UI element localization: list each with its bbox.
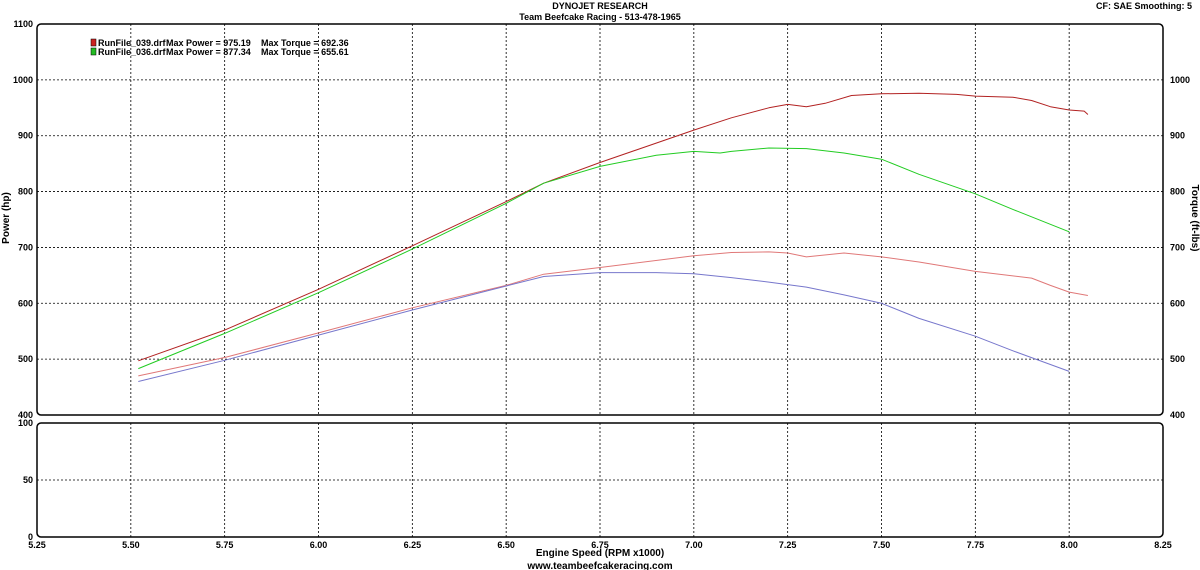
main-y-tick-labels: 400 500 600 700 800 900 1000 1100 [13,19,33,420]
x-tick-label: 7.25 [779,540,797,550]
x-tick-label: 7.75 [967,540,985,550]
y-tick-label: 900 [18,131,33,141]
legend-item-run036: RunFile_036.drf Max Power = 877.34 Max T… [90,47,349,57]
y-tick-label: 1000 [13,75,33,85]
main-panel-grid [37,24,1163,415]
legend-max-power-run039: Max Power = 975.19 [166,38,251,48]
torque-curve-runfile-039 [138,251,1088,377]
lower-y-tick-labels: 0 50 100 [18,418,33,542]
x-tick-label: 8.00 [1060,540,1078,550]
x-axis-label: Engine Speed (RPM x1000) [536,548,664,559]
legend-max-torque-run036: Max Torque = 655.61 [261,47,349,57]
x-tick-labels: 5.25 5.50 5.75 6.00 6.25 6.50 6.75 7.00 7.25 7.50… [28,540,1172,550]
x-tick-label: 6.50 [497,540,515,550]
y2-tick-label: 500 [1170,354,1185,364]
x-tick-label: 6.75 [591,540,609,550]
dyno-curves [138,92,1089,382]
lower-panel-frame [36,422,1164,538]
legend-file-run039: RunFile_039.drf [98,38,167,48]
main-y2-tick-labels: 400 500 600 700 800 900 1000 [1170,75,1190,420]
legend-max-torque-run039: Max Torque = 692.36 [261,38,349,48]
y2-tick-label: 800 [1170,187,1185,197]
y2-axis-label: Torque (ft-lbs) [1189,184,1200,251]
x-tick-label: 6.00 [310,540,328,550]
y-tick-label: 800 [18,187,33,197]
power-curve-runfile-039 [138,92,1089,362]
main-panel-frame [36,23,1164,416]
y2-tick-label: 700 [1170,242,1185,252]
lower-y-tick-label: 100 [18,418,33,428]
legend-swatch-run039 [90,38,97,47]
x-tick-label: 7.00 [685,540,703,550]
y-axis-label: Power (hp) [1,192,12,244]
x-tick-label: 5.25 [28,540,46,550]
x-tick-label: 7.50 [873,540,891,550]
legend-swatch-run036 [90,47,97,56]
lower-y-tick-label: 50 [23,475,33,485]
y-tick-label: 700 [18,242,33,252]
x-tick-label: 5.75 [216,540,234,550]
y2-tick-label: 400 [1170,410,1185,420]
x-tick-label: 5.50 [122,540,140,550]
chart-title: DYNOJET RESEARCH [552,1,648,11]
y2-tick-label: 900 [1170,131,1185,141]
legend-max-power-run036: Max Power = 877.34 [166,47,251,57]
legend-item-run039: RunFile_039.drf Max Power = 975.19 Max T… [90,38,349,48]
website-footer: www.teambeefcakeracing.com [526,561,672,570]
y-tick-label: 500 [18,354,33,364]
lower-panel-grid [37,423,1163,537]
torque-curve-runfile-036 [138,272,1070,382]
legend-file-run036: RunFile_036.drf [98,47,167,57]
y2-tick-label: 1000 [1170,75,1190,85]
x-tick-label: 6.25 [404,540,422,550]
power-curve-runfile-036 [138,147,1070,370]
y-tick-label: 400 [18,410,33,420]
y-tick-label: 600 [18,298,33,308]
x-tick-label: 8.25 [1154,540,1172,550]
correction-settings: CF: SAE Smoothing: 5 [1096,1,1192,11]
y2-tick-label: 600 [1170,298,1185,308]
chart-subtitle: Team Beefcake Racing - 513-478-1965 [519,12,680,22]
lower-y-tick-label: 0 [28,532,33,542]
y-tick-label: 1100 [13,19,33,29]
legend: RunFile_039.drf Max Power = 975.19 Max T… [90,38,349,57]
